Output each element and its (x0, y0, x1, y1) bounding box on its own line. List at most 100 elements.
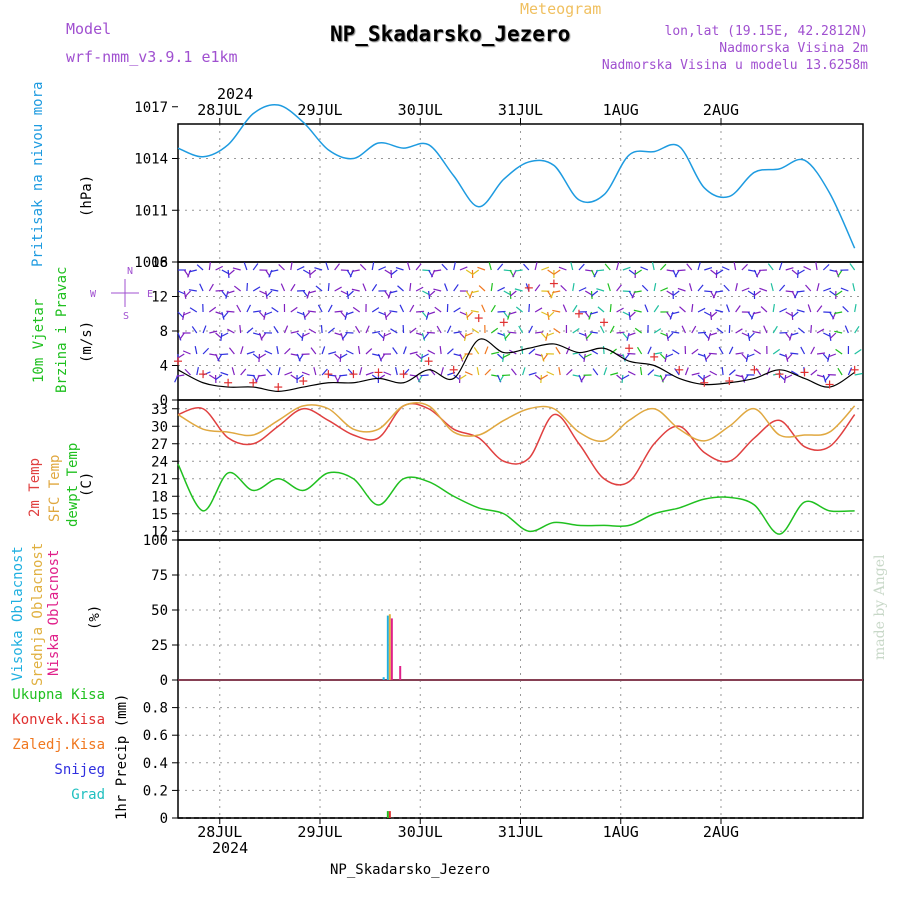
high-cloud-bar (382, 677, 385, 680)
wind-vector (264, 350, 273, 355)
y-tick-label: 0.8 (143, 701, 168, 717)
wind-vector (277, 367, 281, 376)
wind-vector (834, 311, 843, 315)
wind-vector (228, 347, 235, 355)
wind-vector (280, 283, 286, 292)
wind-vector (321, 368, 328, 376)
wind-vector (239, 324, 242, 334)
wind-vector (661, 374, 668, 382)
wind-vector (735, 283, 738, 292)
low-cloud-bar (390, 618, 393, 680)
wind-vector (589, 331, 598, 334)
wind-vector (746, 353, 755, 358)
wind-vector (840, 287, 849, 292)
wind-vector (697, 262, 701, 271)
wind-vector (307, 310, 316, 313)
wind-vector (752, 330, 761, 334)
y-tick-label: 27 (151, 437, 168, 453)
y-tick-label: 1014 (134, 152, 168, 168)
wind-vector (202, 347, 210, 355)
wind-vector (534, 307, 543, 313)
wind-vector (303, 311, 311, 319)
wind-vector (459, 266, 468, 271)
wind-vector (578, 287, 587, 292)
wind-vector (660, 287, 668, 292)
wind-vector (415, 353, 423, 360)
wind-vector (823, 332, 831, 337)
wind-vector (854, 372, 863, 376)
wind-vector (202, 325, 207, 334)
wind-vector (583, 353, 586, 362)
y-tick-label: 8 (160, 324, 168, 340)
wind-vector (616, 374, 624, 381)
wind-vector (788, 332, 793, 341)
day-label-bottom: 29JUL (297, 823, 342, 841)
wind-vector (772, 303, 775, 313)
wind-vector (371, 307, 380, 313)
wind-vector (507, 311, 511, 320)
wind-vector (346, 290, 349, 300)
wind-vector (572, 304, 578, 313)
wind-vector (546, 371, 555, 376)
meteogram-label: Meteogram (520, 0, 602, 18)
wind-vector (362, 283, 367, 292)
wind-vector (283, 325, 289, 334)
wind-vector (208, 306, 217, 313)
y-tick-label: 18 (151, 489, 168, 505)
wind-vector (226, 310, 235, 313)
wind-vector (672, 349, 680, 355)
pressure-line (177, 103, 856, 249)
wind-vector (409, 304, 415, 313)
legend-total-precip: Ukupna Kisa (12, 687, 105, 703)
y-tick-label: 50 (151, 603, 168, 619)
wind-vector (453, 284, 459, 292)
wind-vector (453, 374, 461, 381)
wind-vector (273, 325, 279, 334)
wind-vector (359, 367, 363, 376)
wind-vector (697, 307, 706, 313)
wind-vector (671, 311, 680, 315)
wind-vector (697, 374, 705, 381)
wind-vector (447, 348, 454, 355)
wind-vector (440, 367, 444, 376)
wind-vector (591, 290, 599, 297)
y-tick-label: 33 (151, 402, 168, 418)
wind-vector (615, 262, 620, 271)
wind-vector (854, 325, 860, 334)
wind-vector (183, 290, 187, 299)
wind-vector (220, 353, 229, 356)
wind-vector (580, 374, 586, 383)
wind-vector (747, 332, 751, 341)
wind-vector (182, 311, 191, 316)
wind-vector (827, 353, 831, 362)
wind-vector (691, 372, 700, 376)
y-tick-label: 21 (151, 472, 168, 488)
wind-vector (596, 288, 605, 292)
wind-vector (803, 266, 812, 271)
wind-vector (560, 285, 567, 292)
wind-vector (476, 367, 480, 376)
wind-vector (266, 368, 273, 376)
wind-vector (704, 353, 712, 361)
wind-vector (347, 290, 354, 297)
wind-vector (415, 286, 424, 292)
wind-vector (252, 286, 261, 292)
legend-hail: Grad (71, 787, 105, 803)
wind-vector (633, 309, 642, 313)
wind-vector (503, 290, 512, 296)
wind-vector (715, 290, 724, 293)
wind-vector (459, 311, 468, 316)
wind-vector (508, 311, 517, 315)
wind-vector (284, 347, 291, 355)
y-tick-label: 0.4 (143, 756, 168, 772)
day-label-bottom: 30JUL (398, 823, 443, 841)
wind-vector (423, 332, 430, 340)
wind-vector (220, 371, 229, 376)
wind-vector (616, 307, 624, 313)
high-cloud-bar (386, 615, 389, 680)
wind-vector (371, 283, 378, 292)
wind-vector (710, 269, 718, 276)
wind-vector (196, 367, 199, 376)
wind-vector (796, 290, 805, 293)
wind-vector (566, 369, 573, 376)
